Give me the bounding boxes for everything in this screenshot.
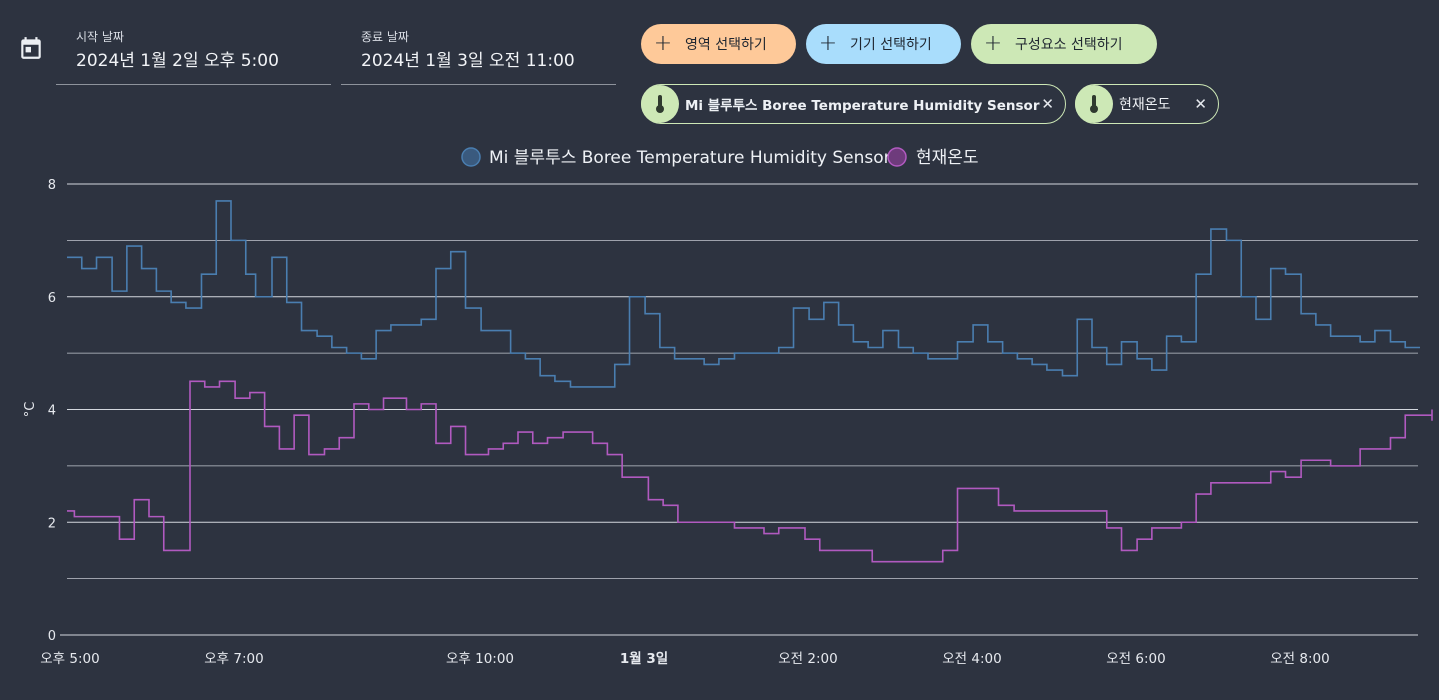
start-date-label: 시작 날짜 [76, 30, 124, 44]
start-date-field[interactable]: 시작 날짜 2024년 1월 2일 오후 5:00 [56, 22, 331, 85]
thermometer-icon [641, 85, 679, 123]
end-date-value: 2024년 1월 3일 오전 11:00 [361, 51, 575, 71]
x-tick-label: 오전 8:00 [1270, 651, 1329, 667]
end-date-label: 종료 날짜 [361, 30, 409, 44]
y-tick-label: 2 [48, 516, 56, 531]
chart-grid [60, 183, 1418, 636]
close-icon[interactable]: ✕ [1194, 95, 1207, 113]
x-tick-label: 오전 6:00 [1106, 651, 1165, 667]
entity-chip-label: Mi 블루투스 Boree Temperature Humidity Senso… [685, 98, 1040, 114]
series-line-current-temp [67, 380, 1433, 563]
chart-series [67, 200, 1433, 563]
y-tick-label: 6 [48, 291, 56, 306]
select-area-label: 영역 선택하기 [685, 37, 767, 53]
plus-icon: + [653, 31, 673, 56]
plus-icon: + [818, 31, 838, 56]
y-tick-label: 0 [48, 629, 56, 644]
x-tick-label: 오후 5:00 [40, 651, 99, 667]
select-entity-button[interactable]: + 구성요소 선택하기 [971, 24, 1157, 64]
x-tick-label: 오전 4:00 [942, 651, 1001, 667]
end-date-field[interactable]: 종료 날짜 2024년 1월 3일 오전 11:00 [341, 22, 616, 85]
history-chart: Mi 블루투스 Boree Temperature Humidity Senso… [23, 147, 1433, 667]
entity-chip-sensor[interactable]: Mi 블루투스 Boree Temperature Humidity Senso… [641, 84, 1066, 124]
x-tick-label: 오후 7:00 [204, 651, 263, 667]
y-axis-label: °C [23, 402, 38, 418]
legend-swatch[interactable] [461, 147, 481, 167]
plus-icon: + [983, 31, 1003, 56]
chart-legend: Mi 블루투스 Boree Temperature Humidity Senso… [461, 147, 979, 168]
select-area-button[interactable]: + 영역 선택하기 [641, 24, 796, 64]
legend-label[interactable]: 현재온도 [916, 148, 979, 168]
x-tick-label: 오후 10:00 [446, 651, 514, 667]
entity-chip-label: 현재온도 [1119, 97, 1171, 113]
calendar-icon [21, 37, 41, 59]
y-tick-label: 8 [48, 178, 56, 193]
x-tick-label: 1월 3일 [620, 650, 668, 667]
thermometer-icon [1075, 85, 1113, 123]
legend-swatch[interactable] [887, 147, 907, 167]
select-entity-label: 구성요소 선택하기 [1015, 37, 1123, 53]
series-line-sensor [67, 200, 1420, 388]
x-tick-label: 오전 2:00 [778, 651, 837, 667]
entity-chip-current-temp[interactable]: 현재온도 ✕ [1075, 84, 1219, 124]
select-device-label: 기기 선택하기 [850, 37, 932, 53]
start-date-value: 2024년 1월 2일 오후 5:00 [76, 51, 279, 71]
legend-label[interactable]: Mi 블루투스 Boree Temperature Humidity Senso… [489, 148, 891, 168]
y-axis: 0 2 4 6 8 °C [23, 178, 56, 644]
y-tick-label: 4 [48, 404, 56, 419]
close-icon[interactable]: ✕ [1041, 95, 1054, 113]
x-axis: 오후 5:00 오후 7:00 오후 10:00 1월 3일 오전 2:00 오전 4:0… [40, 650, 1329, 667]
select-device-button[interactable]: + 기기 선택하기 [806, 24, 961, 64]
